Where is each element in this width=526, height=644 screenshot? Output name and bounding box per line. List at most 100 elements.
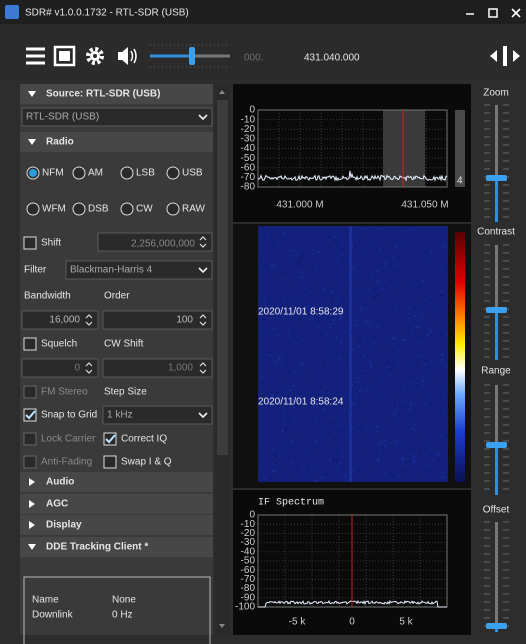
settings-button[interactable]: [86, 47, 104, 65]
checkbox[interactable]: [23, 385, 37, 399]
waterfall-noise: [378, 248, 381, 251]
radio-button[interactable]: [120, 202, 134, 216]
waterfall-noise: [279, 441, 282, 443]
waterfall-noise: [333, 312, 336, 315]
radio-button[interactable]: [72, 202, 86, 216]
section-header[interactable]: [20, 515, 213, 535]
frequency-display[interactable]: 431.040.000: [304, 53, 360, 64]
waterfall-noise: [413, 455, 416, 458]
waterfall-noise: [284, 383, 287, 386]
bandwidth-field[interactable]: [21, 310, 99, 330]
checkbox[interactable]: [23, 455, 37, 469]
close-button[interactable]: [511, 8, 521, 18]
waterfall-noise: [354, 394, 357, 397]
radio-button[interactable]: [120, 166, 134, 180]
waterfall-noise: [293, 371, 296, 373]
waterfall-noise: [335, 337, 337, 340]
step-size-value: 1 kHz: [107, 410, 133, 421]
waterfall-noise: [411, 428, 414, 430]
waterfall-noise: [423, 363, 426, 366]
waterfall-noise: [333, 285, 335, 288]
volume-slider[interactable]: [150, 44, 230, 68]
waterfall-noise: [262, 445, 265, 447]
waterfall-noise: [328, 421, 331, 423]
waterfall-noise: [323, 455, 326, 458]
device-dropdown[interactable]: [21, 107, 213, 127]
section-header[interactable]: [20, 132, 213, 152]
menu-button[interactable]: [26, 47, 45, 65]
stop-button[interactable]: [53, 45, 76, 67]
waterfall-noise: [259, 354, 262, 357]
waterfall-noise: [329, 323, 332, 325]
waterfall-noise: [308, 318, 311, 320]
tuning-mode-button[interactable]: [490, 46, 520, 66]
waterfall-noise: [287, 351, 289, 353]
checkbox-label: Anti-Fading: [41, 457, 92, 468]
waterfall-noise: [425, 463, 428, 466]
title-bar: [0, 0, 526, 24]
waterfall-noise: [396, 418, 399, 420]
shift-field[interactable]: [97, 232, 213, 252]
waterfall-noise: [289, 255, 292, 257]
checkbox[interactable]: [23, 236, 37, 250]
radio-button[interactable]: [26, 202, 40, 216]
y-tick-label: -50: [241, 556, 256, 567]
dropdown-arrow: [198, 114, 208, 121]
waterfall-noise: [442, 396, 445, 398]
waterfall-noise: [357, 367, 359, 369]
waterfall-noise: [298, 405, 301, 407]
dde-value: 0 Hz: [112, 610, 133, 621]
slider-knob[interactable]: [486, 623, 507, 629]
radio-button[interactable]: [166, 202, 180, 216]
waterfall-noise: [362, 340, 365, 343]
mute-button[interactable]: [118, 47, 137, 65]
waterfall-noise: [295, 438, 298, 440]
step-size-dropdown[interactable]: [102, 405, 213, 425]
waterfall-noise: [391, 256, 394, 258]
checkbox[interactable]: [103, 455, 117, 469]
waterfall-noise: [273, 232, 276, 234]
waterfall-noise: [310, 335, 313, 337]
waterfall-noise: [395, 307, 398, 310]
waterfall-noise: [441, 389, 444, 392]
waterfall-noise: [277, 242, 280, 244]
waterfall-streak: [349, 226, 352, 482]
checkbox[interactable]: [23, 337, 37, 351]
waterfall-noise: [374, 380, 377, 383]
waterfall-noise: [345, 431, 347, 433]
waterfall-noise: [389, 374, 392, 376]
slider-knob[interactable]: [486, 307, 507, 313]
section-header[interactable]: [20, 84, 213, 104]
section-header[interactable]: [20, 494, 213, 514]
section-header[interactable]: [20, 537, 213, 557]
waterfall-noise: [284, 379, 287, 382]
waterfall-noise: [383, 471, 386, 474]
scrollbar-thumb[interactable]: [217, 100, 228, 455]
waterfall-noise: [310, 290, 313, 292]
waterfall-noise: [398, 350, 401, 352]
maximize-button[interactable]: [488, 8, 498, 18]
waterfall-noise: [337, 234, 340, 236]
filter-dropdown[interactable]: [65, 260, 213, 280]
waterfall-noise: [442, 475, 445, 478]
order-field[interactable]: [102, 310, 213, 330]
radio-button[interactable]: [166, 166, 180, 180]
slider-knob[interactable]: [486, 442, 507, 448]
waterfall-color-bar: [455, 232, 465, 482]
waterfall-noise: [424, 359, 427, 361]
dde-key: Downlink: [32, 610, 74, 621]
radio-button[interactable]: [72, 166, 86, 180]
checkbox-label: FM Stereo: [41, 387, 88, 398]
slider-knob[interactable]: [486, 175, 507, 181]
cw-shift-field[interactable]: [102, 358, 213, 378]
waterfall-noise: [421, 311, 424, 313]
waterfall-noise: [353, 319, 356, 321]
waterfall-noise: [364, 249, 367, 251]
waterfall-noise: [370, 344, 373, 346]
squelch-field[interactable]: [21, 358, 99, 378]
y-tick-label: -60: [241, 162, 256, 173]
checkbox[interactable]: [23, 432, 37, 446]
waterfall-noise: [425, 370, 428, 372]
section-header[interactable]: [20, 472, 213, 492]
waterfall-noise: [400, 477, 403, 480]
